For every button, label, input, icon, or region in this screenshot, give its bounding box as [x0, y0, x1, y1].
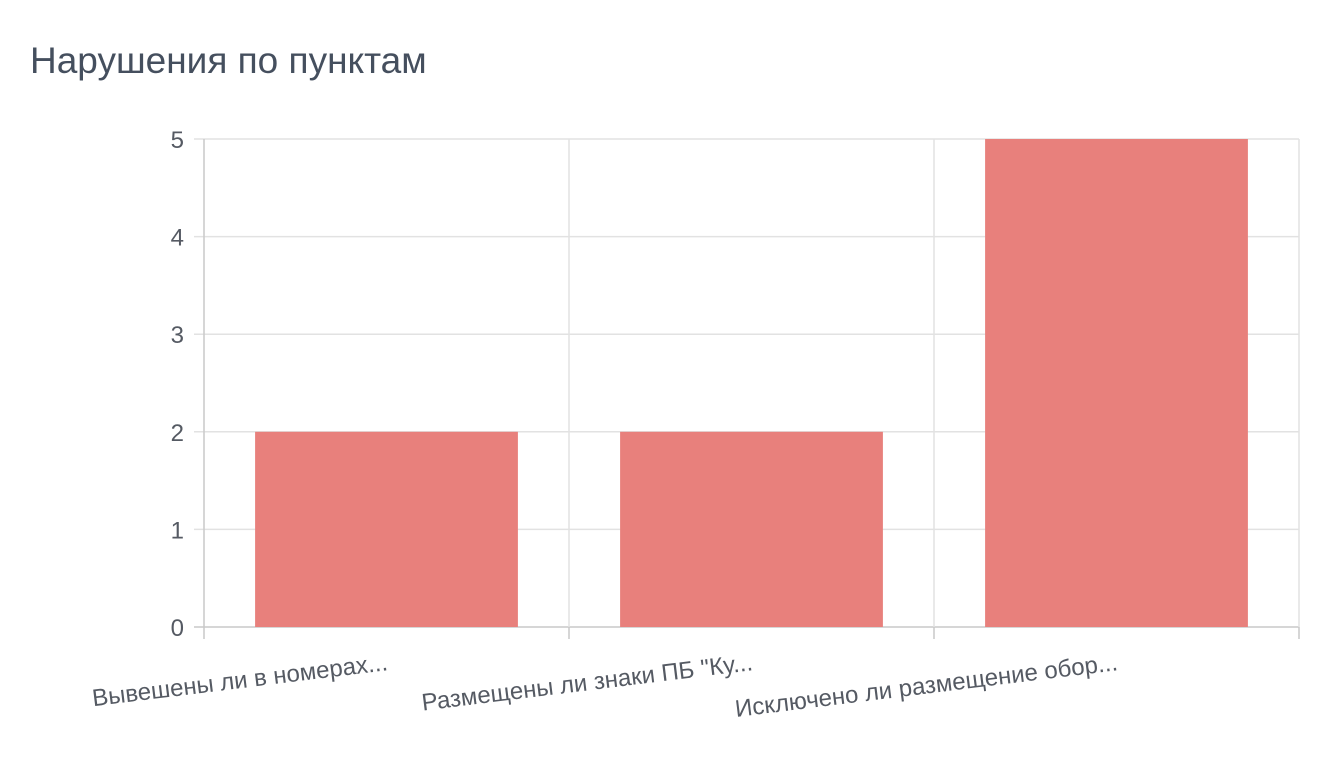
bar [255, 431, 518, 627]
bar [985, 139, 1248, 627]
x-tick-label: Вывешены ли в номерах... [91, 649, 390, 712]
y-tick-label: 5 [171, 127, 184, 154]
y-tick-label: 4 [171, 225, 184, 252]
y-tick-label: 1 [171, 517, 184, 544]
y-tick-label: 2 [171, 420, 184, 447]
y-tick-label: 3 [171, 322, 184, 349]
bar [620, 431, 883, 627]
y-tick-label: 0 [171, 615, 184, 642]
x-tick-label: Размещены ли знаки ПБ "Ку... [420, 649, 754, 716]
chart-title: Нарушения по пунктам [30, 40, 427, 81]
x-tick-label: Исключено ли размещение обор... [734, 649, 1120, 723]
